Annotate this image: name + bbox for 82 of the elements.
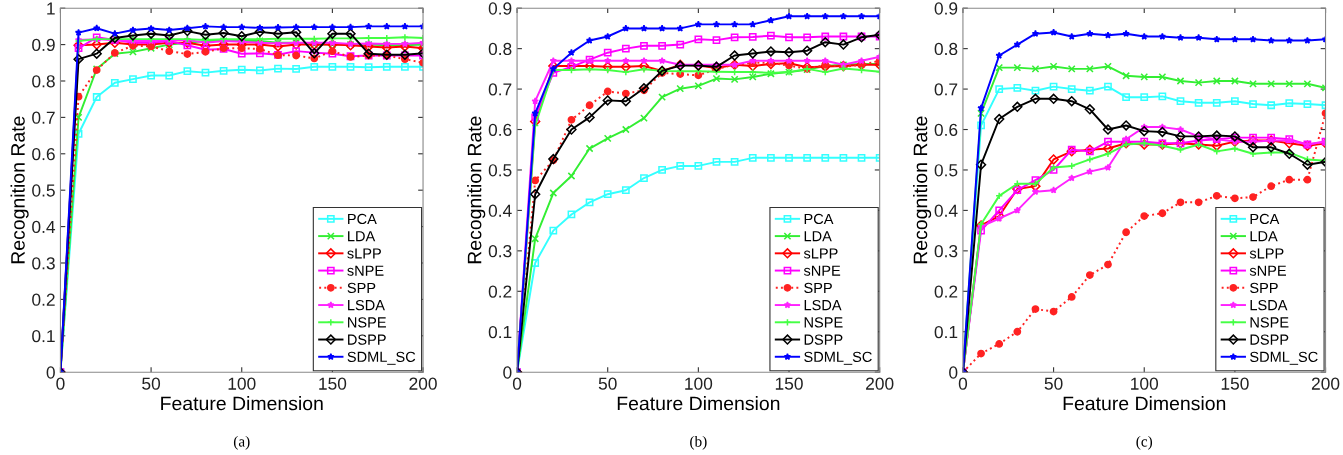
- legend-label: SDML_SC: [804, 351, 872, 365]
- legend-label: SDML_SC: [1250, 351, 1318, 365]
- legend-label: sNPE: [347, 265, 384, 276]
- y-tick-label: 0.3: [934, 245, 958, 258]
- legend-label: PCA: [1250, 213, 1280, 225]
- y-tick-label: 0.7: [32, 111, 55, 124]
- y-tick-label: 0.2: [934, 285, 958, 298]
- y-tick-label: 0.5: [934, 164, 958, 177]
- y-tick-label: 0.6: [32, 147, 55, 161]
- x-tick-label: 100: [1131, 377, 1159, 390]
- x-tick-label: 50: [598, 377, 617, 390]
- y-axis-title: Recognition Rate: [913, 116, 932, 264]
- y-tick-label: 0.5: [488, 164, 512, 177]
- y-tick-label: 0.1: [934, 325, 958, 339]
- y-tick-label: 0.4: [32, 220, 56, 234]
- legend-label: LSDA: [1250, 299, 1288, 311]
- legend-label: LDA: [348, 231, 376, 242]
- y-tick-label: 0.1: [488, 325, 512, 339]
- x-tick-label: 150: [775, 377, 803, 390]
- y-tick-label: 0.2: [488, 285, 512, 298]
- legend-label: sNPE: [803, 265, 841, 276]
- legend-label: PCA: [804, 213, 834, 225]
- legend-label: sLPP: [803, 248, 838, 259]
- x-axis-title: Feature Dimension: [617, 396, 780, 411]
- legend-label: SPP: [804, 282, 832, 294]
- y-tick-label: 0.7: [488, 83, 512, 96]
- legend-label: DSPP: [348, 334, 386, 345]
- y-tick-label: 0.9: [934, 2, 958, 15]
- y-tick-label: 0.2: [32, 293, 55, 306]
- legend-label: sLPP: [347, 248, 381, 259]
- y-tick-label: 0.1: [32, 329, 55, 343]
- y-tick-label: 0.5: [32, 184, 55, 197]
- legend-label: sNPE: [1249, 265, 1287, 276]
- legend-label: NSPE: [1250, 317, 1289, 328]
- y-tick-label: 0: [503, 366, 512, 379]
- y-axis-title: Recognition Rate: [467, 116, 486, 264]
- y-tick-label: 0.6: [934, 123, 958, 136]
- y-tick-label: 0.8: [934, 42, 958, 56]
- legend-label: LSDA: [348, 299, 385, 311]
- x-tick-label: 150: [1221, 377, 1249, 390]
- legend-label: DSPP: [804, 334, 843, 345]
- y-tick-label: 0.3: [488, 245, 512, 258]
- x-tick-label: 0: [56, 377, 65, 390]
- y-tick-label: 0.8: [32, 75, 55, 88]
- legend-label: SPP: [1250, 282, 1278, 294]
- text: (a): [233, 435, 250, 450]
- y-axis-title: Recognition Rate: [10, 116, 29, 264]
- legend-label: LDA: [1250, 231, 1278, 242]
- y-tick-label: 0.7: [934, 83, 958, 96]
- y-tick-label: 0.4: [934, 204, 958, 217]
- y-tick-label: 0.4: [488, 204, 512, 217]
- x-tick-label: 200: [866, 377, 894, 390]
- x-tick-label: 100: [685, 377, 713, 390]
- legend-label: SDML_SC: [347, 351, 416, 365]
- y-tick-label: 0.6: [488, 123, 512, 136]
- x-tick-label: 200: [1311, 377, 1340, 390]
- x-axis-title: Feature Dimension: [161, 396, 323, 411]
- x-axis-title: Feature Dimension: [1063, 396, 1226, 411]
- x-tick-label: 200: [409, 377, 437, 390]
- x-tick-label: 100: [228, 377, 256, 390]
- legend-label: SPP: [347, 282, 376, 294]
- x-tick-label: 0: [512, 377, 522, 390]
- y-tick-label: 1: [47, 2, 55, 15]
- legend-label: LDA: [804, 231, 832, 242]
- x-tick-label: 0: [958, 377, 968, 390]
- x-tick-label: 50: [1044, 377, 1063, 390]
- legend-label: LSDA: [804, 299, 842, 311]
- x-tick-label: 150: [319, 377, 347, 390]
- y-tick-label: 0: [949, 366, 958, 379]
- legend-label: DSPP: [1250, 334, 1289, 345]
- legend-label: PCA: [348, 213, 377, 225]
- legend-label: NSPE: [804, 317, 843, 328]
- y-tick-label: 0: [46, 366, 55, 379]
- y-tick-label: 0.9: [488, 2, 512, 15]
- legend-label: sLPP: [1249, 248, 1284, 259]
- text: (b): [690, 435, 707, 450]
- y-tick-label: 0.9: [32, 38, 55, 52]
- y-tick-label: 0.8: [488, 42, 512, 56]
- y-tick-label: 0.3: [32, 257, 55, 270]
- legend-label: NSPE: [348, 317, 386, 328]
- x-tick-label: 50: [142, 377, 161, 390]
- text: (c): [1136, 435, 1153, 450]
